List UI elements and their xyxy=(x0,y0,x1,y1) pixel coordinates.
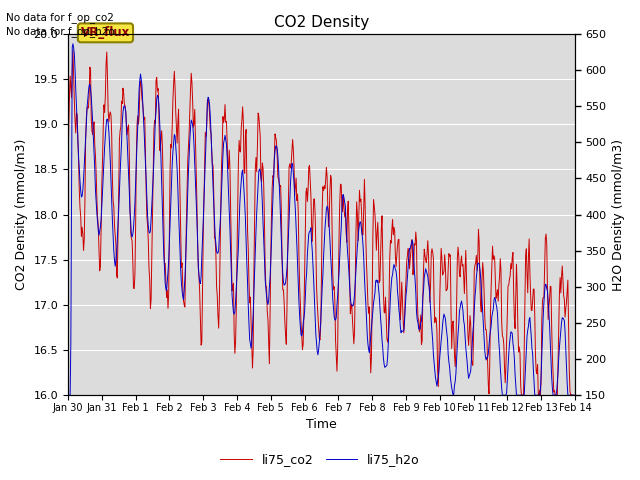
X-axis label: Time: Time xyxy=(306,419,337,432)
li75_co2 xyxy=(398,279,406,285)
li75_co2 xyxy=(177,264,185,270)
li75_h2o xyxy=(64,392,72,398)
li75_h2o xyxy=(177,279,185,285)
li75_co2 xyxy=(74,139,82,144)
li75_h2o xyxy=(204,95,212,100)
li75_co2 xyxy=(64,169,72,175)
li75_co2 xyxy=(518,392,525,398)
Y-axis label: H2O Density (mmol/m3): H2O Density (mmol/m3) xyxy=(612,139,625,290)
li75_h2o xyxy=(69,41,77,47)
li75_h2o xyxy=(570,392,578,398)
Legend: li75_co2, li75_h2o: li75_co2, li75_h2o xyxy=(215,448,425,471)
li75_h2o xyxy=(74,136,82,142)
li75_co2 xyxy=(570,392,578,398)
li75_h2o xyxy=(398,328,406,334)
Y-axis label: CO2 Density (mmol/m3): CO2 Density (mmol/m3) xyxy=(15,139,28,290)
Text: No data for f_op_h2o: No data for f_op_h2o xyxy=(6,26,115,37)
Text: No data for f_op_co2: No data for f_op_co2 xyxy=(6,12,115,23)
li75_h2o xyxy=(383,362,391,368)
Title: CO2 Density: CO2 Density xyxy=(274,15,369,30)
li75_co2 xyxy=(383,336,391,342)
Text: VR_flux: VR_flux xyxy=(81,26,130,39)
Line: li75_h2o: li75_h2o xyxy=(68,44,574,395)
li75_h2o xyxy=(126,209,134,215)
Line: li75_co2: li75_co2 xyxy=(68,51,574,395)
li75_co2 xyxy=(126,203,134,209)
li75_co2 xyxy=(69,48,77,54)
li75_co2 xyxy=(204,96,212,102)
